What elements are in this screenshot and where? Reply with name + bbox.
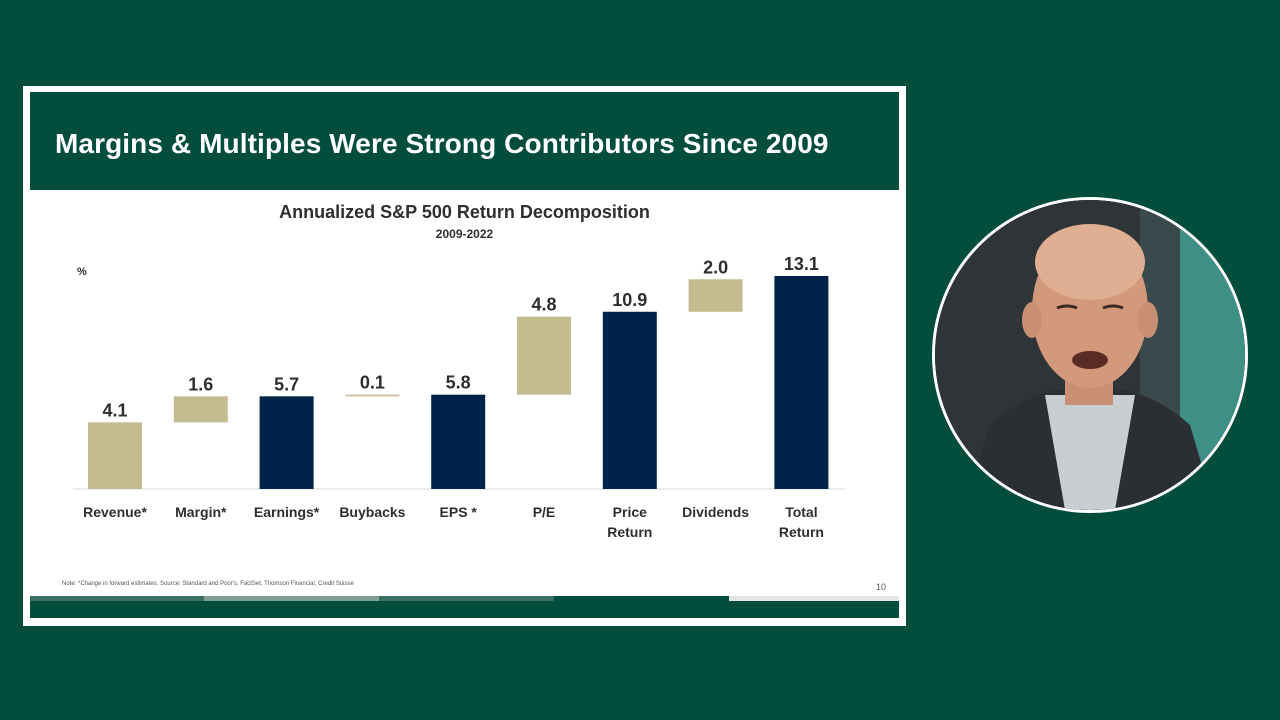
bar-buybacks	[345, 394, 400, 397]
bar-price	[602, 311, 657, 489]
data-label: 0.1	[360, 373, 385, 393]
category-label: Earnings*	[254, 504, 320, 520]
bar-margin	[173, 396, 228, 423]
footer-strip-1	[30, 596, 204, 601]
chart-subtitle: 2009-2022	[435, 227, 494, 241]
bar-eps	[431, 394, 486, 489]
data-label: 4.8	[531, 295, 556, 315]
category-label: Buybacks	[339, 504, 405, 520]
category-label: Revenue*	[83, 504, 147, 520]
page-number: 10	[876, 582, 887, 592]
bar-dividends	[688, 279, 743, 312]
bar-p-e	[517, 316, 571, 395]
footer-strip-4	[554, 596, 729, 601]
presenter-video	[932, 197, 1248, 513]
data-label: 1.6	[188, 374, 213, 394]
data-label: 4.1	[102, 400, 127, 420]
bar-revenue	[88, 422, 142, 489]
footer-strip-3	[379, 596, 554, 601]
footer-bar	[30, 596, 899, 618]
data-label: 2.0	[703, 257, 728, 277]
slide-title: Margins & Multiples Were Strong Contribu…	[55, 128, 829, 159]
category-label-line2: Return	[779, 524, 824, 540]
waterfall-chart: 4.1 Revenue* 1.6 Margin* 5.7 Earnings* 0.1 Buyb…	[73, 254, 845, 540]
category-label: Total	[785, 504, 817, 520]
data-label: 13.1	[784, 254, 819, 274]
footer-strip-5	[729, 596, 899, 601]
data-label: 5.8	[446, 373, 471, 393]
data-label: 5.7	[274, 374, 299, 394]
category-label-line2: Return	[607, 524, 652, 540]
footer-strip-2	[204, 596, 379, 601]
chart-title: Annualized S&P 500 Return Decomposition	[279, 202, 650, 222]
bar-total	[774, 276, 829, 489]
y-unit-label: %	[77, 266, 87, 278]
presenter-avatar-icon	[935, 200, 1245, 510]
footnote: Note: *Change in forward estimates. Sour…	[62, 581, 354, 587]
category-label: EPS *	[440, 504, 478, 520]
data-label: 10.9	[612, 290, 647, 310]
slide: Margins & Multiples Were Strong Contribu…	[23, 86, 906, 626]
slide-header	[30, 92, 899, 190]
category-label: P/E	[533, 504, 556, 520]
category-label: Dividends	[682, 504, 749, 520]
bar-earnings	[259, 396, 314, 489]
category-label: Margin*	[175, 504, 227, 520]
category-label: Price	[613, 504, 647, 520]
